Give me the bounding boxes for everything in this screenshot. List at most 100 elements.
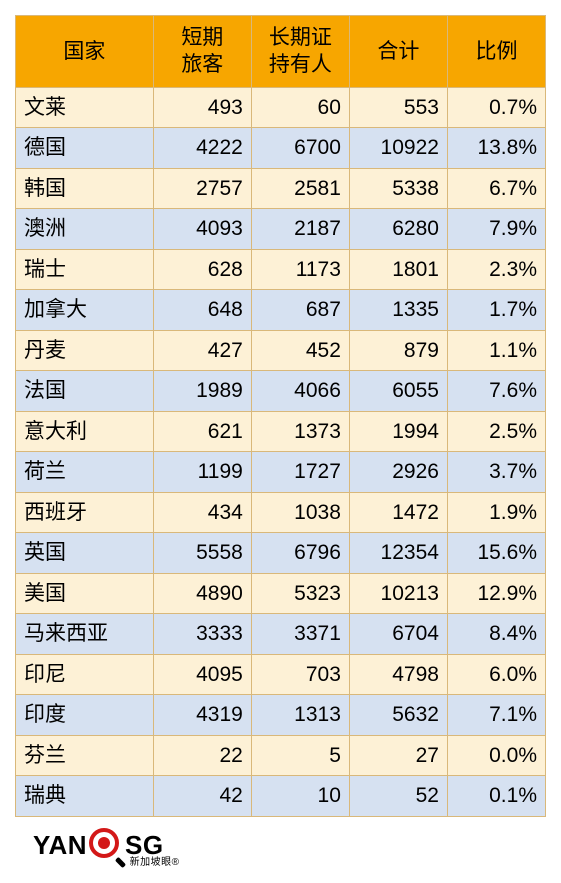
cell-short: 621 [153, 411, 251, 452]
cell-short: 427 [153, 330, 251, 371]
table-row: 加拿大64868713351.7% [16, 290, 546, 331]
cell-total: 1994 [349, 411, 447, 452]
cell-long: 4066 [251, 371, 349, 412]
cell-total: 52 [349, 776, 447, 817]
data-table: 国家 短期旅客 长期证持有人 合计 比例 文莱493605530.7%德国422… [15, 15, 546, 817]
cell-long: 1373 [251, 411, 349, 452]
table-row: 瑞典4210520.1% [16, 776, 546, 817]
cell-pct: 0.0% [447, 735, 545, 776]
table-row: 荷兰1199172729263.7% [16, 452, 546, 493]
cell-pct: 1.7% [447, 290, 545, 331]
cell-short: 4319 [153, 695, 251, 736]
cell-pct: 0.1% [447, 776, 545, 817]
cell-country: 澳洲 [16, 209, 154, 250]
table-row: 英国555867961235415.6% [16, 533, 546, 574]
cell-pct: 15.6% [447, 533, 545, 574]
table-row: 印尼409570347986.0% [16, 654, 546, 695]
cell-long: 2581 [251, 168, 349, 209]
cell-country: 丹麦 [16, 330, 154, 371]
table-row: 瑞士628117318012.3% [16, 249, 546, 290]
cell-short: 628 [153, 249, 251, 290]
cell-pct: 12.9% [447, 573, 545, 614]
cell-total: 27 [349, 735, 447, 776]
cell-short: 22 [153, 735, 251, 776]
cell-total: 10922 [349, 128, 447, 169]
table-row: 意大利621137319942.5% [16, 411, 546, 452]
cell-short: 434 [153, 492, 251, 533]
cell-country: 印度 [16, 695, 154, 736]
cell-long: 5 [251, 735, 349, 776]
cell-total: 1801 [349, 249, 447, 290]
cell-short: 1199 [153, 452, 251, 493]
cell-short: 4890 [153, 573, 251, 614]
cell-pct: 0.7% [447, 87, 545, 128]
cell-country: 文莱 [16, 87, 154, 128]
cell-total: 12354 [349, 533, 447, 574]
cell-short: 648 [153, 290, 251, 331]
cell-country: 加拿大 [16, 290, 154, 331]
cell-total: 1472 [349, 492, 447, 533]
cell-long: 687 [251, 290, 349, 331]
cell-short: 4093 [153, 209, 251, 250]
cell-short: 3333 [153, 614, 251, 655]
cell-long: 703 [251, 654, 349, 695]
cell-pct: 2.5% [447, 411, 545, 452]
header-total: 合计 [349, 16, 447, 88]
cell-total: 879 [349, 330, 447, 371]
cell-country: 印尼 [16, 654, 154, 695]
cell-total: 6280 [349, 209, 447, 250]
cell-country: 意大利 [16, 411, 154, 452]
table-row: 德国422267001092213.8% [16, 128, 546, 169]
cell-pct: 8.4% [447, 614, 545, 655]
table-row: 马来西亚3333337167048.4% [16, 614, 546, 655]
header-country: 国家 [16, 16, 154, 88]
cell-long: 2187 [251, 209, 349, 250]
table-row: 韩国2757258153386.7% [16, 168, 546, 209]
cell-country: 德国 [16, 128, 154, 169]
cell-long: 3371 [251, 614, 349, 655]
cell-pct: 6.0% [447, 654, 545, 695]
table-row: 西班牙434103814721.9% [16, 492, 546, 533]
cell-pct: 1.1% [447, 330, 545, 371]
cell-short: 493 [153, 87, 251, 128]
cell-country: 马来西亚 [16, 614, 154, 655]
cell-pct: 13.8% [447, 128, 545, 169]
cell-long: 1038 [251, 492, 349, 533]
cell-long: 60 [251, 87, 349, 128]
table-row: 美国489053231021312.9% [16, 573, 546, 614]
cell-country: 瑞典 [16, 776, 154, 817]
cell-pct: 2.3% [447, 249, 545, 290]
cell-country: 英国 [16, 533, 154, 574]
table-row: 芬兰225270.0% [16, 735, 546, 776]
cell-total: 6055 [349, 371, 447, 412]
cell-long: 10 [251, 776, 349, 817]
cell-pct: 6.7% [447, 168, 545, 209]
logo-left-text: YAN [33, 830, 87, 861]
header-short: 短期旅客 [153, 16, 251, 88]
cell-country: 西班牙 [16, 492, 154, 533]
cell-long: 5323 [251, 573, 349, 614]
cell-total: 2926 [349, 452, 447, 493]
cell-country: 美国 [16, 573, 154, 614]
cell-short: 42 [153, 776, 251, 817]
magnifier-icon [89, 828, 123, 862]
cell-pct: 7.1% [447, 695, 545, 736]
cell-short: 4222 [153, 128, 251, 169]
cell-short: 5558 [153, 533, 251, 574]
cell-long: 6700 [251, 128, 349, 169]
cell-short: 1989 [153, 371, 251, 412]
cell-total: 5338 [349, 168, 447, 209]
cell-long: 1727 [251, 452, 349, 493]
cell-pct: 3.7% [447, 452, 545, 493]
cell-pct: 1.9% [447, 492, 545, 533]
cell-short: 2757 [153, 168, 251, 209]
header-row: 国家 短期旅客 长期证持有人 合计 比例 [16, 16, 546, 88]
table-row: 澳洲4093218762807.9% [16, 209, 546, 250]
cell-total: 6704 [349, 614, 447, 655]
header-long: 长期证持有人 [251, 16, 349, 88]
cell-long: 1313 [251, 695, 349, 736]
cell-total: 1335 [349, 290, 447, 331]
table-body: 文莱493605530.7%德国422267001092213.8%韩国2757… [16, 87, 546, 816]
cell-total: 553 [349, 87, 447, 128]
table-row: 印度4319131356327.1% [16, 695, 546, 736]
